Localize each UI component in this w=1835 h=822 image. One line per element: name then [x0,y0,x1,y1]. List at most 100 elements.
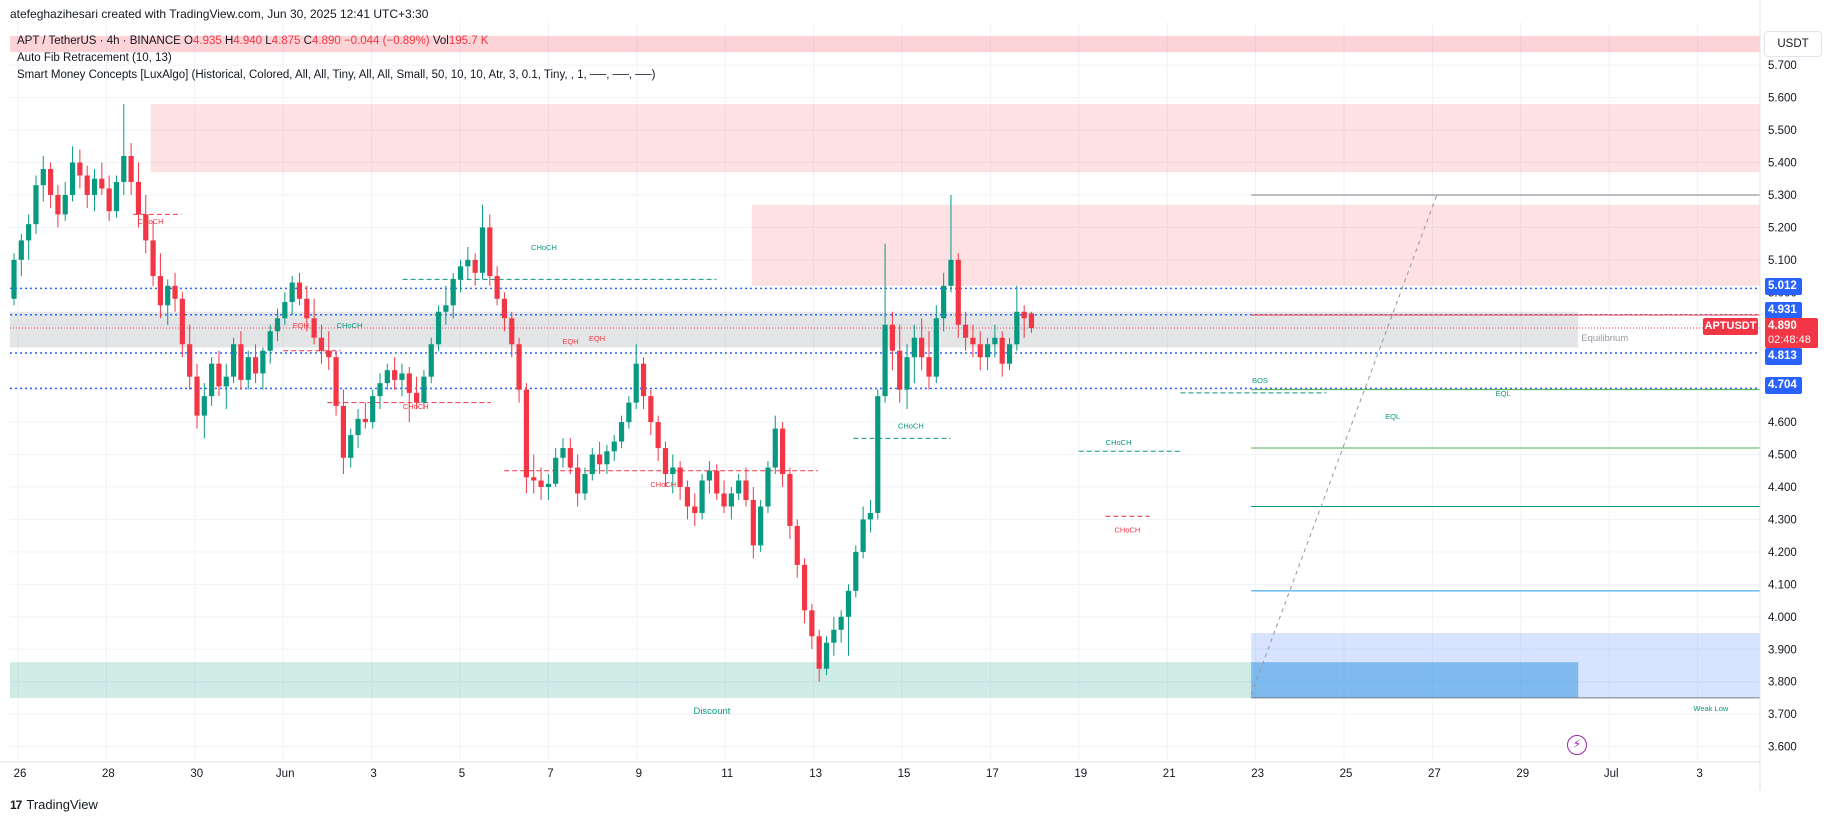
smc-label: Discount [693,706,730,717]
candle-body [435,311,442,345]
candle-down [677,461,683,500]
smc-label: CHoCH [1106,438,1132,447]
candle-body [823,642,830,669]
symbol-legend[interactable]: APT / TetherUS · 4h · BINANCE O4.935 H4.… [17,35,488,47]
low-value: 4.875 [271,35,301,47]
candle-body [399,373,405,380]
candle-body [18,240,24,260]
candle-down [252,344,259,384]
indicator-fib-legend[interactable]: Auto Fib Retracement (10, 13) [17,52,172,64]
candle-body [633,363,639,403]
candle-body [11,259,17,299]
time-axis-tick: 9 [636,768,642,780]
candle-body [670,467,676,475]
time-axis-tick: Jun [276,768,295,780]
candle-up [875,389,881,520]
candle-body [494,276,500,299]
candle-body [128,156,134,182]
candle-body [743,480,749,500]
candle-body [787,474,793,526]
candle-body [699,480,705,513]
candle-body [304,298,310,319]
price-axis-tick: 5.600 [1768,93,1797,105]
candle-body [677,467,683,487]
candle-body [362,418,368,423]
candle-body [1028,313,1035,328]
candle-body [91,178,98,195]
candle-down [472,253,478,286]
tradingview-logo[interactable]: 17 TradingView [10,797,98,812]
chart-credit: atefeghazihesari created with TradingVie… [10,7,429,21]
symbol-label[interactable]: APT / TetherUS · 4h · BINANCE [17,35,181,47]
candle-up [941,272,947,332]
candle-body [963,324,969,338]
candle-down [662,441,669,487]
price-axis-tick: 5.200 [1768,222,1797,234]
candle-down [143,194,149,254]
time-axis-tick: 5 [459,768,465,780]
candle-down [999,331,1005,377]
candle-up [26,214,32,260]
candle-body [882,324,888,397]
candle-down [575,454,581,507]
time-axis-tick: 26 [14,768,27,780]
currency-button[interactable]: USDT [1764,31,1822,57]
candle-body [860,519,866,552]
symbol-price-tag: APTUSDT [1703,318,1758,335]
candle-body [714,470,720,494]
smc-zones [10,35,1761,698]
price-tag-level: 5.012 [1765,278,1802,295]
zone-equilibrium [10,311,1579,348]
candle-body [955,259,961,325]
candle-body [611,441,617,452]
candle-body [589,454,595,475]
candle-up [758,499,764,552]
candle-up [867,499,874,533]
candle-up [274,308,281,341]
candle-body [84,175,90,195]
smc-label: CHoCH [138,217,164,226]
candle-down [955,253,961,338]
candle-up [69,146,76,202]
candle-body [721,493,727,507]
candle-down [977,331,983,371]
candle-down [1021,305,1027,338]
candle-up [223,363,229,410]
candle-body [172,285,178,299]
change-value: −0.044 (−0.89%) [343,35,430,47]
candle-body [567,448,573,468]
candle-down [55,185,61,228]
candle-down [84,165,90,208]
candle-up [377,373,383,410]
price-axis-tick: 4.500 [1768,450,1797,462]
candle-up [560,438,566,468]
candle-down [216,350,222,397]
time-axis-tick: 13 [809,768,822,780]
last-price-value: 4.890 [1768,320,1797,332]
candle-up [479,204,486,280]
candle-up [209,357,215,406]
smc-label: BOS [1252,376,1268,385]
candle-up [933,305,939,384]
candle-body [794,525,800,565]
candle-body [501,298,508,319]
zone-demand [1251,633,1760,698]
candle-body [867,512,874,520]
indicator-smc-legend[interactable]: Smart Money Concepts [LuxAlgo] (Historic… [17,69,656,81]
candle-down [1028,311,1035,333]
high-value: 4.940 [233,35,263,47]
candle-body [238,344,244,380]
lightning-icon[interactable]: ⚡ [1567,735,1587,755]
candle-up [611,435,617,462]
smc-label: CHoCH [337,321,363,330]
candle-down [889,311,895,371]
candle-body [194,376,200,416]
candle-up [992,324,998,358]
price-tag-level: 4.813 [1765,348,1802,365]
candle-body [55,194,61,215]
open-value: 4.935 [192,35,222,47]
candle-down [311,298,317,345]
candle-body [1021,311,1027,319]
candle-up [201,383,207,439]
